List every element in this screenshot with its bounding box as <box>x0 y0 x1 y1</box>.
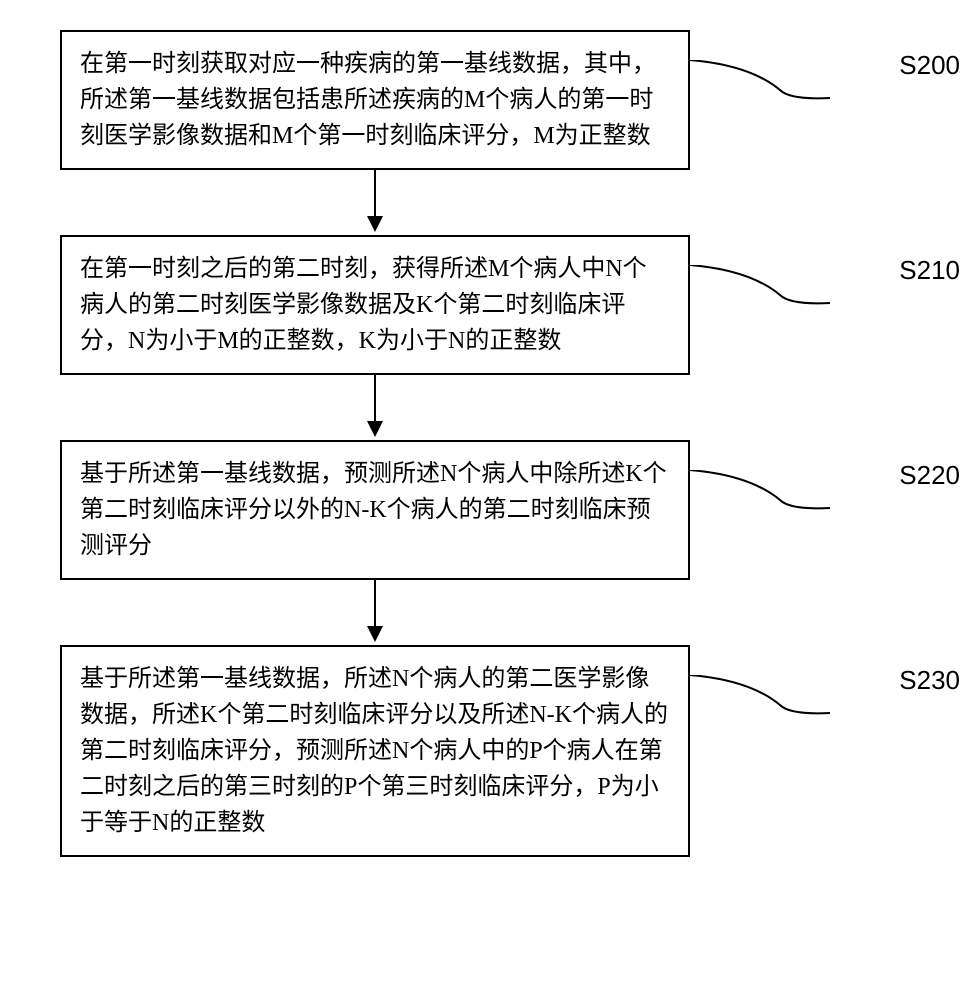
arrow-s200-s210 <box>60 170 690 235</box>
connector-curve-s210 <box>690 265 830 315</box>
connector-curve-s200 <box>690 60 830 110</box>
step-label-s210: S210 <box>899 255 960 286</box>
step-label-s230: S230 <box>899 665 960 696</box>
connector-curve-s230 <box>690 675 830 725</box>
step-container-s220: 基于所述第一基线数据，预测所述N个病人中除所述K个第二时刻临床评分以外的N-K个… <box>60 440 910 580</box>
step-text-s210: 在第一时刻之后的第二时刻，获得所述M个病人中N个病人的第二时刻医学影像数据及K个… <box>80 256 647 354</box>
connector-curve-s220 <box>690 470 830 520</box>
step-text-s230: 基于所述第一基线数据，所述N个病人的第二医学影像数据，所述K个第二时刻临床评分以… <box>80 666 668 836</box>
step-label-s220: S220 <box>899 460 960 491</box>
step-box-s230: 基于所述第一基线数据，所述N个病人的第二医学影像数据，所述K个第二时刻临床评分以… <box>60 645 690 857</box>
step-box-s220: 基于所述第一基线数据，预测所述N个病人中除所述K个第二时刻临床评分以外的N-K个… <box>60 440 690 580</box>
arrow-s210-s220 <box>60 375 690 440</box>
arrow-s220-s230 <box>60 580 690 645</box>
step-container-s230: 基于所述第一基线数据，所述N个病人的第二医学影像数据，所述K个第二时刻临床评分以… <box>60 645 910 857</box>
step-text-s200: 在第一时刻获取对应一种疾病的第一基线数据，其中，所述第一基线数据包括患所述疾病的… <box>80 51 656 149</box>
step-container-s210: 在第一时刻之后的第二时刻，获得所述M个病人中N个病人的第二时刻医学影像数据及K个… <box>60 235 910 375</box>
step-label-s200: S200 <box>899 50 960 81</box>
step-box-s200: 在第一时刻获取对应一种疾病的第一基线数据，其中，所述第一基线数据包括患所述疾病的… <box>60 30 690 170</box>
step-container-s200: 在第一时刻获取对应一种疾病的第一基线数据，其中，所述第一基线数据包括患所述疾病的… <box>60 30 910 170</box>
step-text-s220: 基于所述第一基线数据，预测所述N个病人中除所述K个第二时刻临床评分以外的N-K个… <box>80 461 667 559</box>
flowchart-container: 在第一时刻获取对应一种疾病的第一基线数据，其中，所述第一基线数据包括患所述疾病的… <box>60 30 910 857</box>
step-box-s210: 在第一时刻之后的第二时刻，获得所述M个病人中N个病人的第二时刻医学影像数据及K个… <box>60 235 690 375</box>
